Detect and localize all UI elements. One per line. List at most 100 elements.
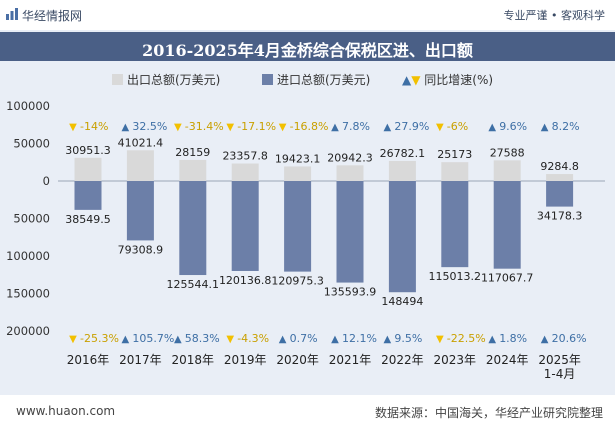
import-growth-label: 105.7% [132,332,174,345]
up-down-triangle-icon: ▲▼ [402,73,421,87]
import-bar [336,181,364,283]
import-value-label: 115013.2 [429,270,482,283]
up-arrow-icon: ▲ [541,334,549,345]
import-growth-label: -4.3% [237,332,269,345]
import-bar [231,181,259,271]
down-arrow-icon: ▼ [436,122,444,133]
export-growth-label: -31.4% [185,120,224,133]
export-value-label: 27588 [490,146,525,159]
import-value-label: 120136.8 [219,274,272,287]
down-arrow-icon: ▼ [69,334,77,345]
import-bar [493,181,521,269]
import-growth-label: 0.7% [290,332,318,345]
footer: www.huaon.com 数据来源：中国海关，华经产业研究院整理 [0,395,615,427]
y-tick-label: 50000 [13,137,50,151]
down-arrow-icon: ▼ [279,122,287,133]
export-growth-label: -16.8% [290,120,329,133]
x-tick-label: 2021年 [329,353,372,367]
chart-plot: 100000 50000 0 50000 100000 150000 200000 30951… [6,99,605,381]
site-url: www.huaon.com [16,404,116,418]
export-bar [126,150,154,181]
import-value-label: 34178.3 [537,210,583,223]
import-value-label: 117067.7 [481,272,534,285]
slogan: 专业严谨 • 客观科学 [503,9,605,22]
export-value-label: 19423.1 [275,152,321,165]
brand-name: 华经情报网 [22,9,83,23]
import-growth-label: 20.6% [552,332,587,345]
y-tick-label: 0 [43,174,50,188]
import-value-label: 79308.9 [118,243,164,256]
up-arrow-icon: ▲ [122,334,130,345]
import-value-label: 125544.1 [167,278,220,291]
export-value-label: 30951.3 [65,144,111,157]
import-growth-label: 58.3% [185,332,220,345]
up-arrow-icon: ▲ [384,334,392,345]
export-value-label: 25173 [437,148,472,161]
import-bar [284,181,312,272]
y-tick-label: 150000 [6,286,50,300]
export-growth-label: -6% [447,120,468,133]
y-tick-label: 100000 [6,99,50,113]
import-growth-label: -22.5% [447,332,486,345]
legend-yoy: ▲▼ 同比增速(%) [402,71,493,89]
legend-export-label: 出口总额(万美元) [127,73,221,87]
y-tick-label: 100000 [6,249,50,263]
up-arrow-icon: ▲ [488,334,496,345]
export-bar [493,160,521,181]
data-source: 数据来源：中国海关，华经产业研究院整理 [374,406,603,420]
x-tick-label: 2017年 [119,353,162,367]
x-tick-label: 2024年 [486,353,529,367]
up-arrow-icon: ▲ [331,334,339,345]
export-value-label: 28159 [175,146,210,159]
legend-import-label: 进口总额(万美元) [277,73,371,87]
legend-export-swatch [112,74,123,85]
up-arrow-icon: ▲ [488,122,496,133]
x-tick-label: 2018年 [172,353,215,367]
y-tick-label: 200000 [6,324,50,338]
export-value-label: 23357.8 [222,150,268,163]
up-arrow-icon: ▲ [174,334,182,345]
export-value-label: 20942.3 [327,151,373,164]
import-growth-label: 1.8% [499,332,527,345]
x-tick-label: 2022年 [381,353,424,367]
legend-import: 进口总额(万美元) [262,71,370,89]
title-bar: 2016-2025年4月金桥综合保税区进、出口额 [0,32,615,61]
export-growth-label: 8.2% [552,120,580,133]
import-bar [179,181,207,276]
import-value-label: 148494 [381,295,423,308]
import-bar [546,181,574,207]
top-bar: 华经情报网 专业严谨 • 客观科学 [0,0,615,30]
legend-export: 出口总额(万美元) [112,71,220,89]
logo-icon [6,8,18,20]
import-bar [441,181,469,268]
export-value-label: 41021.4 [118,136,164,149]
up-arrow-icon: ▲ [331,122,339,133]
up-arrow-icon: ▲ [384,122,392,133]
down-arrow-icon: ▼ [226,122,234,133]
export-bar [74,157,102,181]
x-tick-label: 2023年 [434,353,477,367]
import-growth-label: -25.3% [80,332,119,345]
export-bar [388,160,416,181]
import-growth-label: 12.1% [342,332,377,345]
x-tick-label: 2025年 [538,353,581,367]
import-value-label: 120975.3 [271,275,324,288]
import-growth-label: 9.5% [394,332,422,345]
export-growth-label: -14% [80,120,108,133]
up-arrow-icon: ▲ [279,334,287,345]
import-bar [388,181,416,293]
x-tick-label: 2016年 [67,353,110,367]
export-value-label: 9284.8 [540,160,579,173]
up-arrow-icon: ▲ [541,122,549,133]
export-bar [179,159,207,181]
y-tick-label: 50000 [13,211,50,225]
export-bar [546,174,574,181]
export-growth-label: -17.1% [237,120,276,133]
export-growth-label: 27.9% [394,120,429,133]
x-tick-label: 1-4月 [544,367,576,381]
down-arrow-icon: ▼ [436,334,444,345]
x-tick-label: 2019年 [224,353,267,367]
import-value-label: 135593.9 [324,286,377,299]
down-arrow-icon: ▼ [226,334,234,345]
